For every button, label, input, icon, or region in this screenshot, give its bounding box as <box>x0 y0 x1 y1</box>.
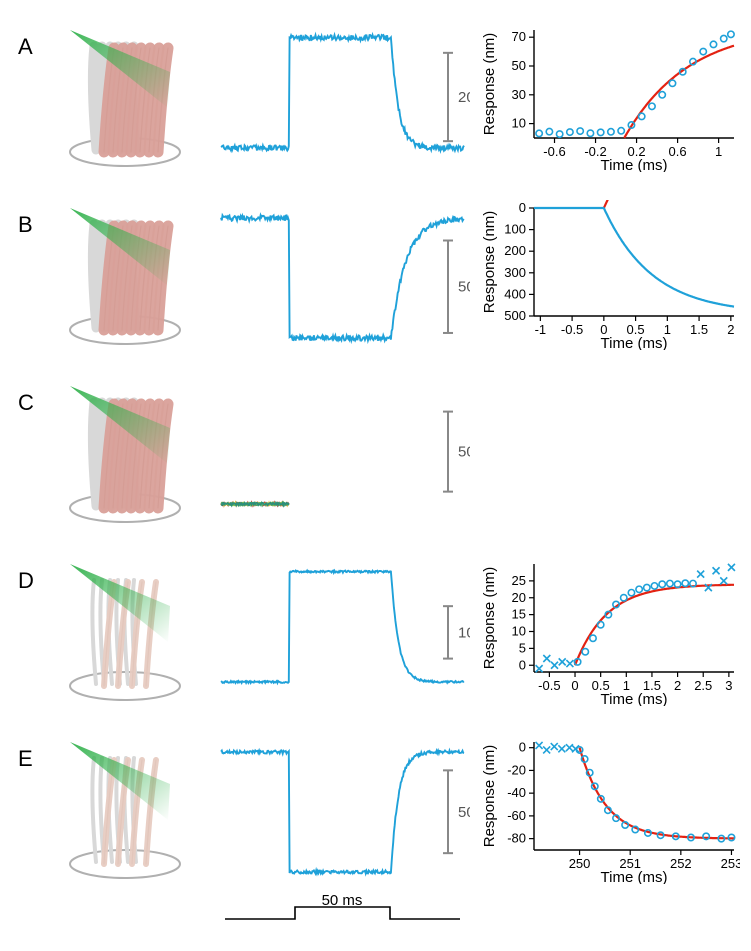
svg-text:Response (nm): Response (nm) <box>481 33 498 136</box>
svg-text:10 nm: 10 nm <box>458 624 470 641</box>
svg-text:2.5: 2.5 <box>694 678 712 693</box>
svg-text:Response (nm): Response (nm) <box>481 567 498 670</box>
svg-text:15: 15 <box>512 607 526 622</box>
svg-text:-20: -20 <box>507 762 526 777</box>
svg-text:100: 100 <box>504 222 526 237</box>
svg-text:30: 30 <box>512 87 526 102</box>
svg-text:3: 3 <box>725 678 732 693</box>
svg-text:-40: -40 <box>507 785 526 800</box>
cartoon-D <box>50 556 200 706</box>
svg-text:200: 200 <box>504 243 526 258</box>
svg-text:0: 0 <box>519 740 526 755</box>
svg-text:50 nm: 50 nm <box>458 444 470 461</box>
svg-text:-0.5: -0.5 <box>538 678 560 693</box>
panel-label-C: C <box>18 390 34 416</box>
stimulus-label: 50 ms <box>322 895 363 909</box>
panel-label-A: A <box>18 34 33 60</box>
svg-text:Time (ms): Time (ms) <box>601 157 668 172</box>
svg-text:500: 500 <box>504 308 526 323</box>
svg-text:2: 2 <box>727 322 734 337</box>
cartoon-B <box>50 200 200 350</box>
svg-text:10: 10 <box>512 624 526 639</box>
svg-text:500 nm: 500 nm <box>458 279 470 296</box>
svg-text:Time (ms): Time (ms) <box>601 869 668 884</box>
svg-text:Response (nm): Response (nm) <box>481 745 498 848</box>
svg-text:250: 250 <box>569 856 591 871</box>
chart-B: -1-0.500.511.520100200300400500Time (ms)… <box>480 200 740 350</box>
svg-text:25: 25 <box>512 573 526 588</box>
chart-D: -0.500.511.522.530510152025Time (ms)Resp… <box>480 556 740 706</box>
cartoon-C <box>50 378 200 528</box>
svg-text:20: 20 <box>512 590 526 605</box>
svg-text:Time (ms): Time (ms) <box>601 335 668 350</box>
svg-text:252: 252 <box>670 856 692 871</box>
svg-text:10: 10 <box>512 116 526 131</box>
svg-text:0: 0 <box>519 200 526 215</box>
svg-text:1.5: 1.5 <box>690 322 708 337</box>
svg-text:50: 50 <box>512 58 526 73</box>
svg-text:-1: -1 <box>535 322 547 337</box>
svg-text:200 nm: 200 nm <box>458 89 470 106</box>
svg-text:0.6: 0.6 <box>669 144 687 159</box>
svg-text:253: 253 <box>721 856 740 871</box>
svg-text:-60: -60 <box>507 808 526 823</box>
svg-text:50 nm: 50 nm <box>458 804 470 821</box>
svg-text:70: 70 <box>512 29 526 44</box>
panel-label-B: B <box>18 212 33 238</box>
cartoon-E <box>50 734 200 884</box>
svg-text:-0.6: -0.6 <box>543 144 565 159</box>
svg-text:400: 400 <box>504 286 526 301</box>
trace-A: 200 nm <box>215 22 470 172</box>
trace-C: 50 nm <box>215 378 470 528</box>
trace-E: 50 nm <box>215 734 470 884</box>
svg-text:-0.5: -0.5 <box>561 322 583 337</box>
stimulus-bar: 50 ms <box>215 895 470 935</box>
panel-label-E: E <box>18 746 33 772</box>
svg-text:0: 0 <box>571 678 578 693</box>
trace-D: 10 nm <box>215 556 470 706</box>
svg-text:Response (nm): Response (nm) <box>481 211 498 314</box>
figure: A200 nm-0.6-0.20.20.6110305070Time (ms)R… <box>0 0 751 951</box>
svg-text:-80: -80 <box>507 831 526 846</box>
svg-text:Time (ms): Time (ms) <box>601 691 668 706</box>
panel-label-D: D <box>18 568 34 594</box>
chart-A: -0.6-0.20.20.6110305070Time (ms)Response… <box>480 22 740 172</box>
svg-text:2: 2 <box>674 678 681 693</box>
svg-text:1: 1 <box>715 144 722 159</box>
svg-text:300: 300 <box>504 265 526 280</box>
svg-text:5: 5 <box>519 640 526 655</box>
svg-text:0: 0 <box>519 657 526 672</box>
trace-B: 500 nm <box>215 200 470 350</box>
chart-E: 2502512522530-20-40-60-80Time (ms)Respon… <box>480 734 740 884</box>
cartoon-A <box>50 22 200 172</box>
